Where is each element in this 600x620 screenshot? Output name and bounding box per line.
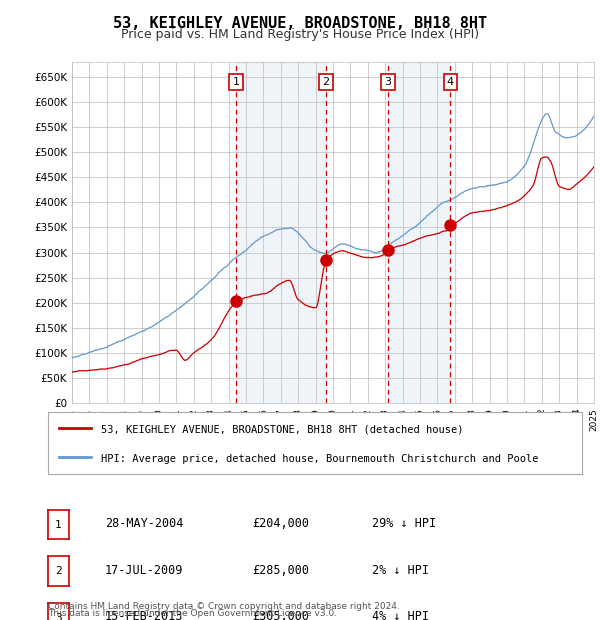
Text: £285,000: £285,000: [252, 564, 309, 577]
Text: This data is licensed under the Open Government Licence v3.0.: This data is licensed under the Open Gov…: [48, 609, 337, 618]
Text: Price paid vs. HM Land Registry's House Price Index (HPI): Price paid vs. HM Land Registry's House …: [121, 28, 479, 41]
Text: 3: 3: [385, 77, 392, 87]
Text: 28-MAY-2004: 28-MAY-2004: [105, 518, 184, 530]
Bar: [236, 62, 326, 403]
Text: 2% ↓ HPI: 2% ↓ HPI: [372, 564, 429, 577]
Text: 1: 1: [232, 77, 239, 87]
Text: 53, KEIGHLEY AVENUE, BROADSTONE, BH18 8HT (detached house): 53, KEIGHLEY AVENUE, BROADSTONE, BH18 8H…: [101, 425, 464, 435]
Text: Contains HM Land Registry data © Crown copyright and database right 2024.: Contains HM Land Registry data © Crown c…: [48, 601, 400, 611]
Text: 3: 3: [55, 613, 62, 620]
Text: 17-JUL-2009: 17-JUL-2009: [105, 564, 184, 577]
Text: HPI: Average price, detached house, Bournemouth Christchurch and Poole: HPI: Average price, detached house, Bour…: [101, 454, 539, 464]
Text: 4: 4: [447, 77, 454, 87]
Text: 15-FEB-2013: 15-FEB-2013: [105, 611, 184, 620]
Text: 4% ↓ HPI: 4% ↓ HPI: [372, 611, 429, 620]
Text: 29% ↓ HPI: 29% ↓ HPI: [372, 518, 436, 530]
Text: 53, KEIGHLEY AVENUE, BROADSTONE, BH18 8HT: 53, KEIGHLEY AVENUE, BROADSTONE, BH18 8H…: [113, 16, 487, 30]
Bar: [388, 62, 451, 403]
Text: 1: 1: [55, 520, 62, 529]
Text: 2: 2: [55, 566, 62, 576]
Text: £305,000: £305,000: [252, 611, 309, 620]
Text: 2: 2: [322, 77, 329, 87]
Text: £204,000: £204,000: [252, 518, 309, 530]
